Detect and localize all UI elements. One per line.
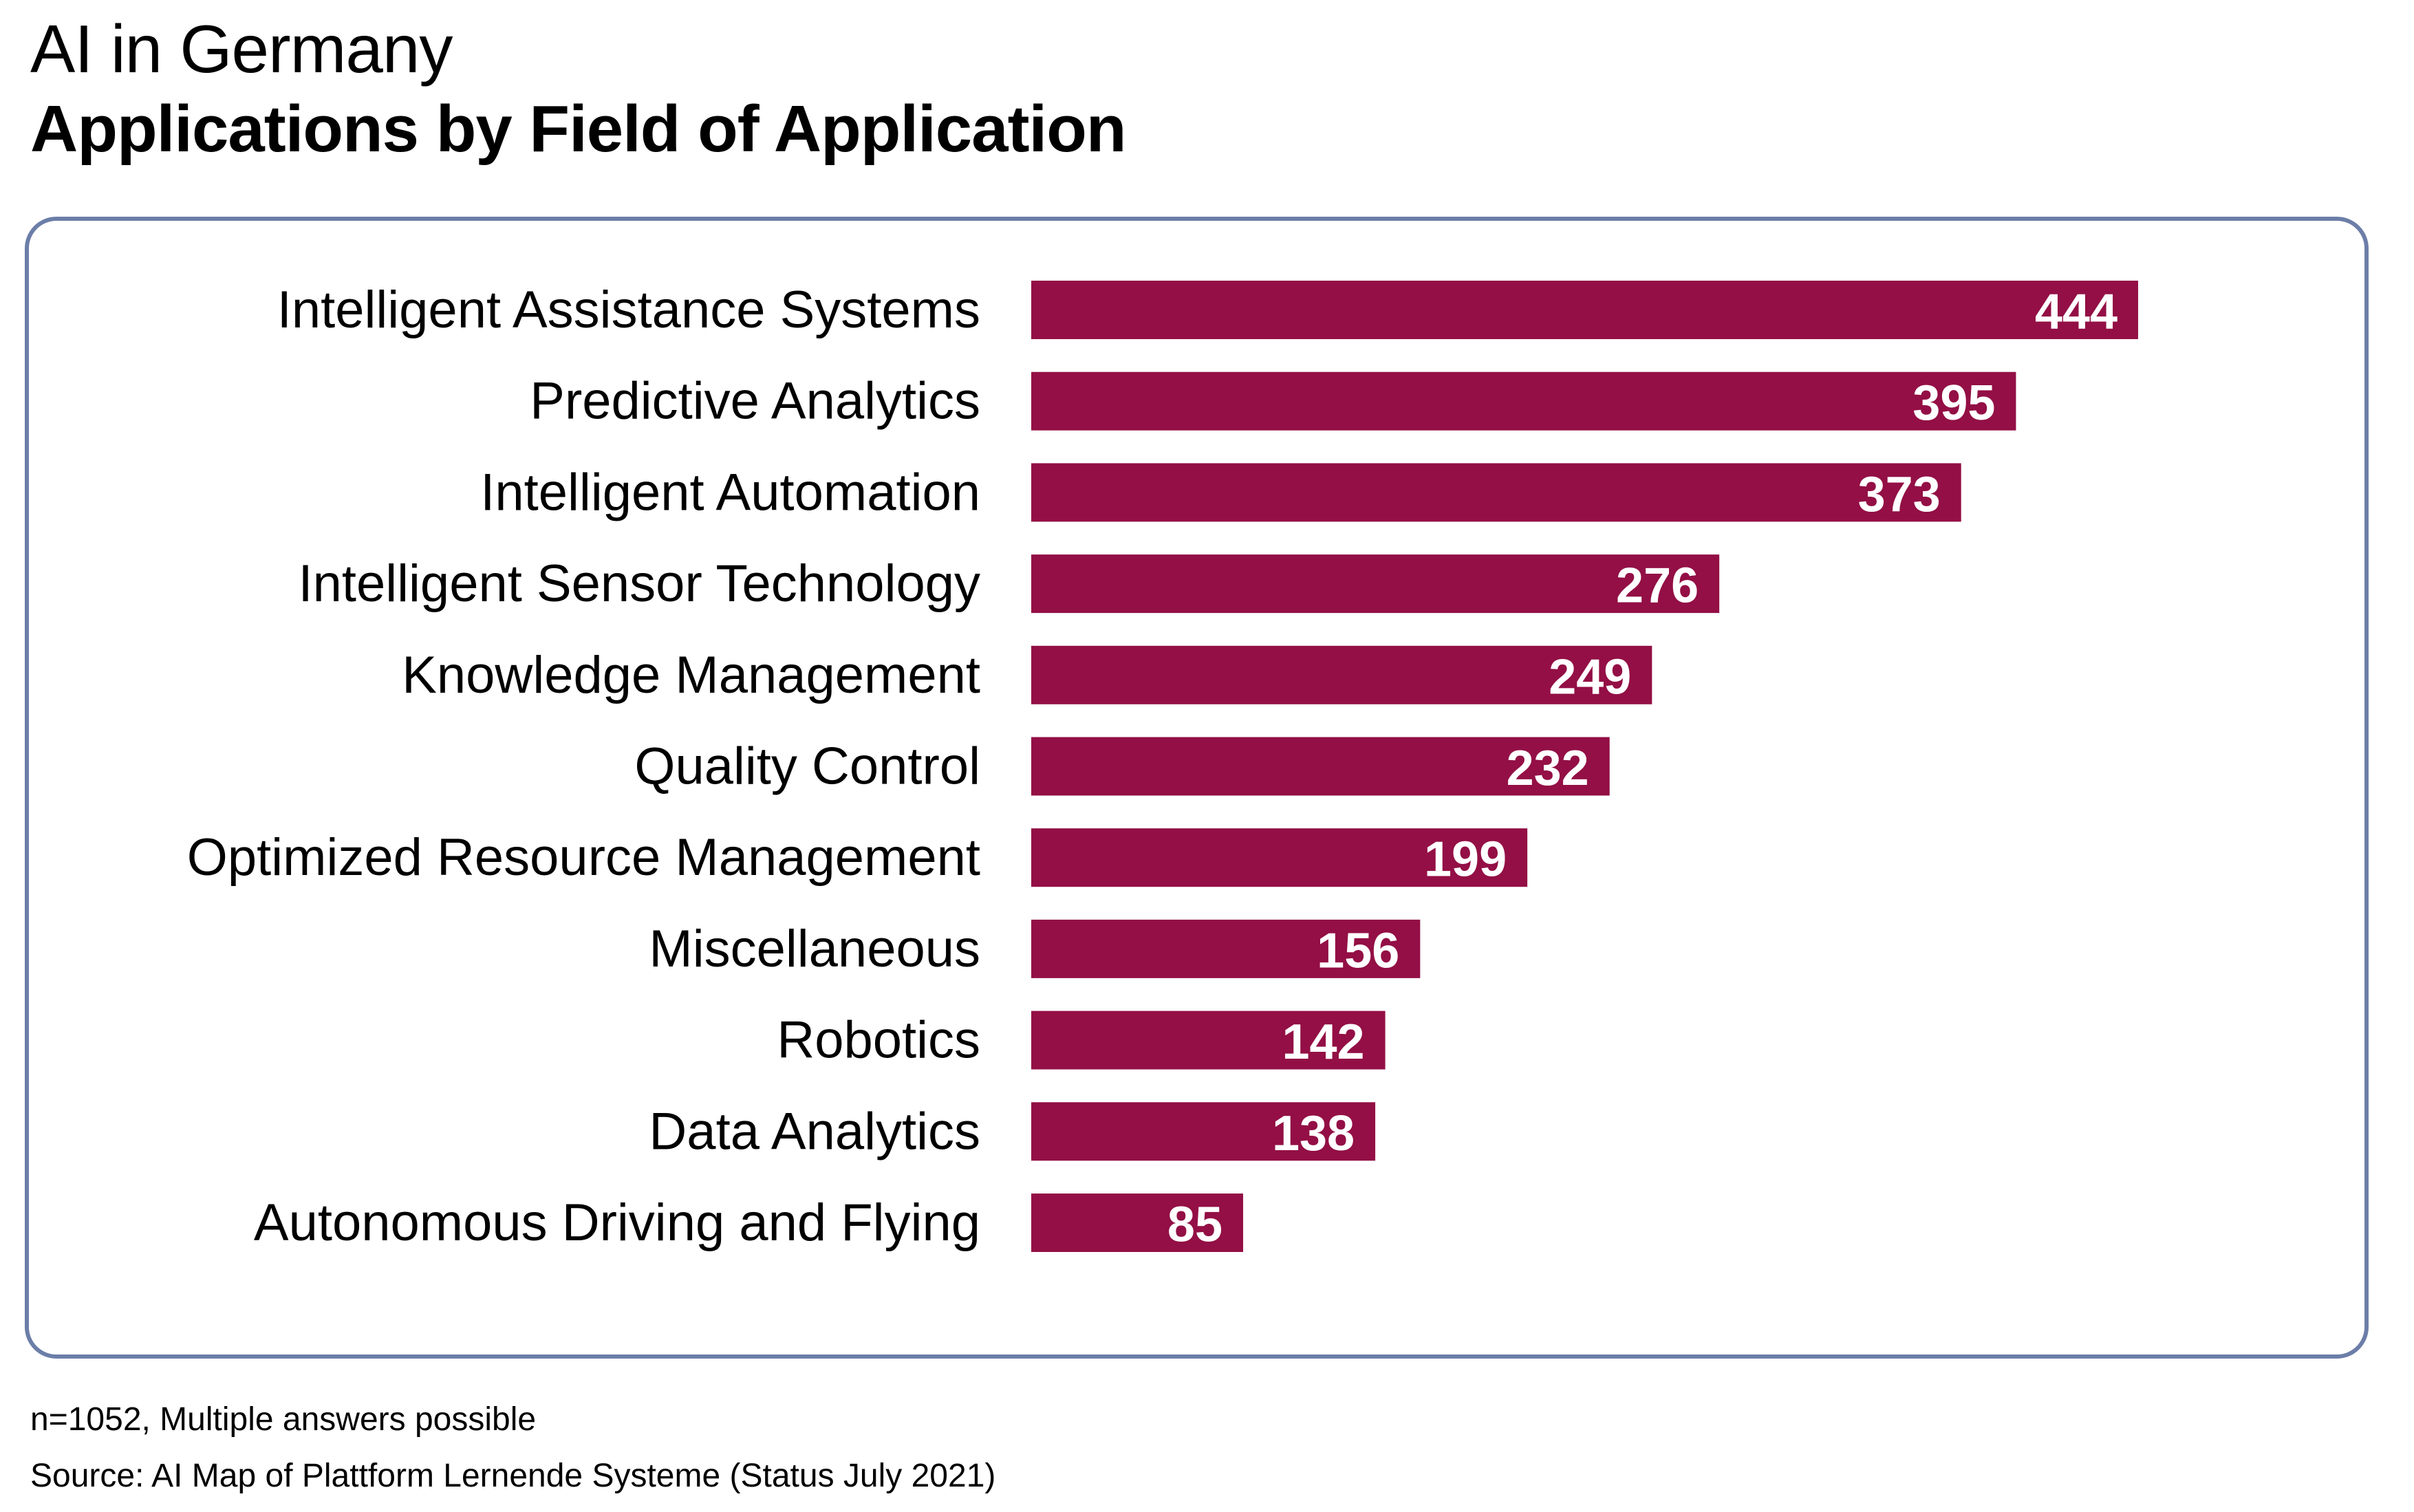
source-note: Source: AI Map of Plattform Lernende Sys… bbox=[30, 1458, 996, 1494]
bar-optimized-resource-management bbox=[1031, 828, 1528, 887]
bar-quality-control bbox=[1031, 737, 1610, 796]
category-label: Robotics bbox=[777, 1011, 980, 1070]
chart-frame bbox=[25, 217, 2369, 1359]
category-label: Intelligent Sensor Technology bbox=[299, 554, 981, 613]
bar-data-analytics bbox=[1031, 1102, 1376, 1161]
value-label: 156 bbox=[1317, 923, 1399, 978]
sample-size-note: n=1052, Multiple answers possible bbox=[30, 1401, 537, 1438]
value-label: 142 bbox=[1282, 1015, 1364, 1070]
bar-knowledge-management bbox=[1031, 645, 1652, 704]
value-label: 85 bbox=[1167, 1198, 1222, 1253]
chart-title: AI in Germany bbox=[30, 11, 453, 87]
bar-autonomous-driving-and-flying bbox=[1031, 1194, 1244, 1252]
value-label: 249 bbox=[1549, 649, 1631, 704]
value-label: 138 bbox=[1272, 1106, 1355, 1161]
value-label: 276 bbox=[1616, 559, 1699, 614]
category-label: Data Analytics bbox=[649, 1102, 980, 1160]
bar-intelligent-automation bbox=[1031, 463, 1961, 522]
category-label: Intelligent Assistance Systems bbox=[277, 281, 980, 339]
category-label: Autonomous Driving and Flying bbox=[254, 1194, 980, 1252]
bar-miscellaneous bbox=[1031, 919, 1421, 978]
category-label: Miscellaneous bbox=[649, 920, 980, 978]
bars-group: Intelligent Assistance Systems 444 Predict… bbox=[187, 281, 2138, 1253]
category-label: Knowledge Management bbox=[402, 646, 980, 704]
category-label: Intelligent Automation bbox=[480, 463, 980, 521]
bar-predictive-analytics bbox=[1031, 371, 2016, 431]
value-label: 232 bbox=[1507, 741, 1589, 796]
bar-intelligent-sensor-technology bbox=[1031, 554, 1720, 614]
category-label: Predictive Analytics bbox=[530, 372, 980, 431]
chart-subtitle: Applications by Field of Application bbox=[30, 92, 1126, 166]
bar-robotics bbox=[1031, 1011, 1386, 1070]
value-label: 199 bbox=[1424, 832, 1507, 887]
value-label: 395 bbox=[1912, 376, 1995, 431]
value-label: 373 bbox=[1858, 467, 1941, 522]
category-label: Quality Control bbox=[634, 737, 980, 796]
category-label: Optimized Resource Management bbox=[187, 828, 980, 887]
bar-intelligent-assistance-systems bbox=[1031, 281, 2138, 339]
value-label: 444 bbox=[2035, 285, 2117, 340]
